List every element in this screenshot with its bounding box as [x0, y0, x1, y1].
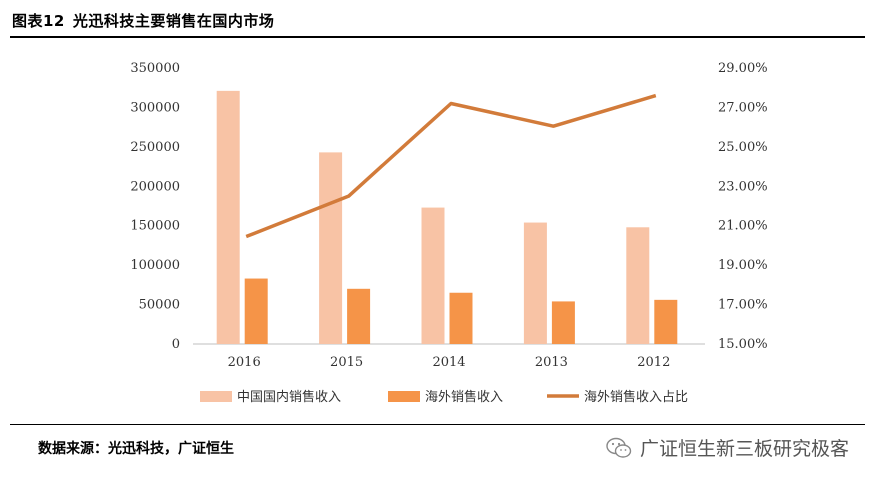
x-tick-label: 2012	[637, 355, 670, 370]
y-right-tick-label: 25.00%	[718, 140, 768, 155]
bar-domestic-sales	[421, 207, 445, 344]
y-right-tick-label: 29.00%	[718, 61, 768, 76]
y-right-tick-label: 17.00%	[718, 298, 768, 313]
y-left-tick-label: 0	[172, 337, 180, 352]
bar-overseas-sales	[347, 288, 371, 344]
bottom-rule	[10, 424, 865, 425]
bar-overseas-sales	[654, 299, 678, 344]
bar-overseas-sales	[449, 292, 473, 344]
y-left-tick-label: 350000	[130, 61, 180, 76]
y-right-tick-label: 27.00%	[718, 100, 768, 115]
legend-domestic-label: 中国国内销售收入	[237, 389, 341, 405]
legend-domestic-swatch	[200, 391, 232, 402]
y-right-tick-label: 19.00%	[718, 258, 768, 273]
chart-title: 图表12 光迅科技主要销售在国内市场	[12, 10, 282, 31]
legend-overseas-label: 海外销售收入	[425, 389, 503, 405]
y-right-tick-label: 23.00%	[718, 179, 768, 194]
figure-title: 光迅科技主要销售在国内市场	[72, 12, 275, 30]
y-right-tick-label: 21.00%	[718, 219, 768, 234]
watermark-text: 广证恒生新三板研究极客	[639, 438, 849, 460]
bar-domestic-sales	[319, 152, 343, 344]
top-rule	[10, 36, 865, 38]
y-left-tick-label: 300000	[130, 100, 180, 115]
line-overseas-share	[245, 93, 657, 239]
source-note: 数据来源：光迅科技，广证恒生	[38, 441, 234, 457]
legend-overseas-swatch	[388, 391, 420, 402]
y-left-tick-label: 50000	[139, 298, 180, 313]
legend-overseas-share-label: 海外销售收入占比	[584, 389, 688, 405]
bar-domestic-sales	[523, 222, 547, 344]
watermark: 广证恒生新三板研究极客	[606, 434, 849, 461]
x-tick-label: 2015	[330, 355, 363, 370]
bar-overseas-sales	[551, 301, 575, 344]
x-tick-label: 2013	[535, 355, 568, 370]
x-tick-label: 2014	[432, 355, 465, 370]
x-tick-label: 2016	[228, 355, 261, 370]
y-left-tick-label: 100000	[130, 258, 180, 273]
bar-overseas-sales	[244, 278, 268, 344]
bar-domestic-sales	[626, 227, 650, 344]
figure-number: 图表12	[12, 12, 65, 30]
y-left-tick-label: 250000	[130, 140, 180, 155]
y-left-tick-label: 200000	[130, 179, 180, 194]
wechat-icon	[606, 437, 632, 458]
bar-domestic-sales	[216, 90, 240, 345]
y-left-tick-label: 150000	[130, 219, 180, 234]
y-right-tick-label: 15.00%	[718, 337, 768, 352]
